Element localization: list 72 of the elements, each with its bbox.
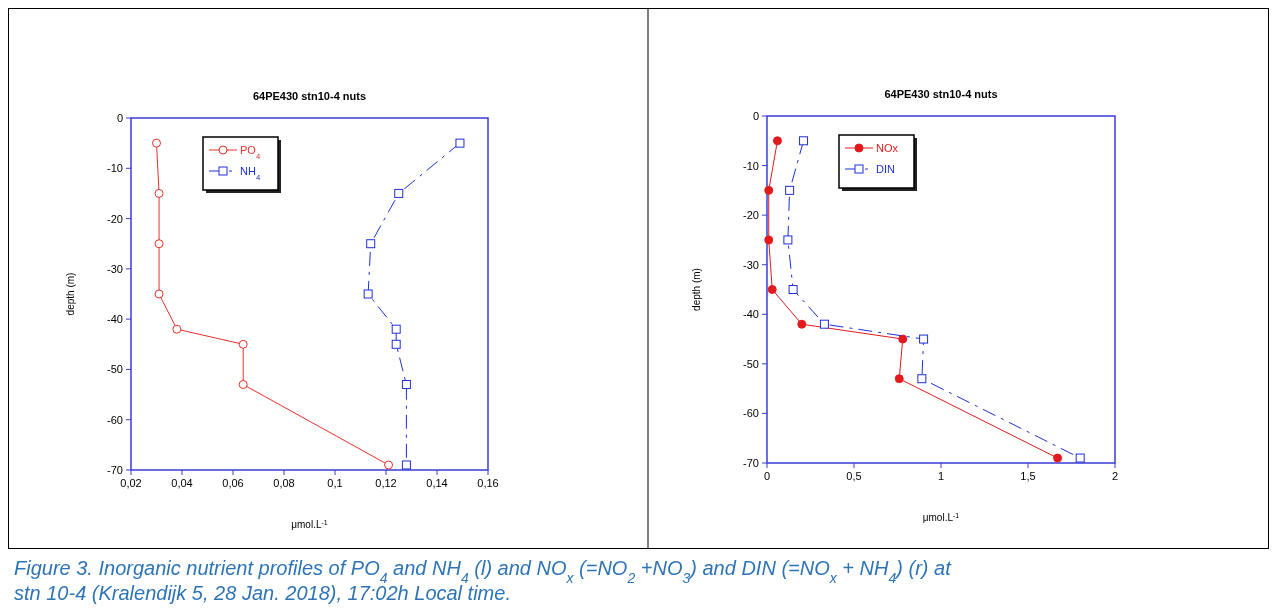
point (772, 136, 782, 146)
legend-label: DIN (876, 163, 895, 175)
x-axis-title: μmol.L$^{-1}$ (291, 518, 328, 530)
x-tick-label: 0,1 (327, 477, 343, 489)
point (898, 334, 908, 344)
x-tick-label: 2 (1111, 470, 1119, 482)
point (394, 188, 404, 198)
point (391, 324, 401, 334)
point (154, 289, 164, 299)
y-tick-label: -40 (107, 313, 123, 326)
point (154, 239, 164, 249)
y-tick-label: -40 (743, 308, 759, 321)
x-tick-label: 0,12 (375, 477, 397, 489)
legend-label: PO$_{4}$ (240, 144, 261, 161)
point (455, 138, 465, 148)
legend-label: NH$_{4}$ (240, 165, 261, 182)
x-tick-label: 0,04 (171, 477, 193, 489)
x-tick-label: 0,02 (120, 477, 142, 489)
point (238, 380, 248, 390)
y-axis-title: depth (m) (65, 272, 76, 316)
x-tick-label: 1 (937, 470, 945, 482)
point (764, 185, 774, 195)
point (894, 374, 904, 384)
x-tick-label: 0,14 (426, 477, 448, 489)
point (799, 136, 809, 146)
point (172, 324, 182, 334)
x-tick-label: 0 (763, 470, 771, 482)
chart-title: 64PE430 stn10-4 nuts (884, 88, 998, 100)
y-tick-label: -70 (743, 457, 759, 469)
y-tick-label: 0 (116, 112, 123, 124)
point (384, 460, 394, 470)
y-tick-label: -70 (107, 464, 123, 476)
y-tick-label: -60 (107, 413, 123, 426)
point (919, 334, 929, 344)
x-tick-label: 0,08 (273, 477, 295, 489)
y-tick-label: -10 (107, 162, 123, 175)
y-tick-label: -10 (743, 159, 759, 172)
point (152, 138, 161, 148)
point (764, 235, 774, 245)
x-axis-title: μmol.L$^{-1}$ (922, 511, 960, 523)
text: Figure 3. Inorganic nutrient profiles of PO$_{4}$ and NH$_{4}$ (l) and NO$_{x}$ (=NO$_{2}$ +NO$_{3}$) and DIN (=NO$_{x}$ + NH$_{4}$) (r) at stn 10-4 (Kralendijk 5, 28 Jan. 2018), 17:02h Local time. (14, 557, 951, 604)
point (154, 188, 164, 198)
point (917, 374, 927, 384)
y-tick-label: -30 (107, 262, 123, 275)
point (767, 285, 777, 294)
x-tick-label: 1,5 (1020, 470, 1036, 482)
point (788, 285, 798, 294)
point (797, 319, 807, 329)
x-tick-label: 0,5 (846, 470, 862, 482)
point (1053, 453, 1063, 463)
y-tick-label: -30 (743, 258, 759, 271)
y-axis-title: depth (m) (691, 268, 702, 311)
point (1075, 453, 1085, 463)
y-tick-label: -20 (743, 209, 759, 222)
chart-title: 64PE430 stn10-4 nuts (252, 90, 367, 102)
y-tick-label: -20 (107, 212, 123, 225)
y-tick-label: -60 (743, 407, 759, 420)
y-tick-label: -50 (107, 363, 123, 376)
point (238, 339, 248, 349)
legend-label: NOx (876, 142, 899, 154)
x-tick-label: 0,16 (477, 477, 499, 489)
point (785, 185, 795, 195)
point (391, 339, 401, 349)
y-tick-label: 0 (752, 110, 759, 122)
y-tick-label: -50 (743, 357, 759, 370)
x-tick-label: 0,06 (222, 477, 244, 489)
point (783, 235, 793, 245)
point (366, 239, 376, 249)
point (363, 289, 373, 299)
point (819, 319, 829, 329)
point (401, 380, 411, 390)
point (401, 460, 411, 470)
